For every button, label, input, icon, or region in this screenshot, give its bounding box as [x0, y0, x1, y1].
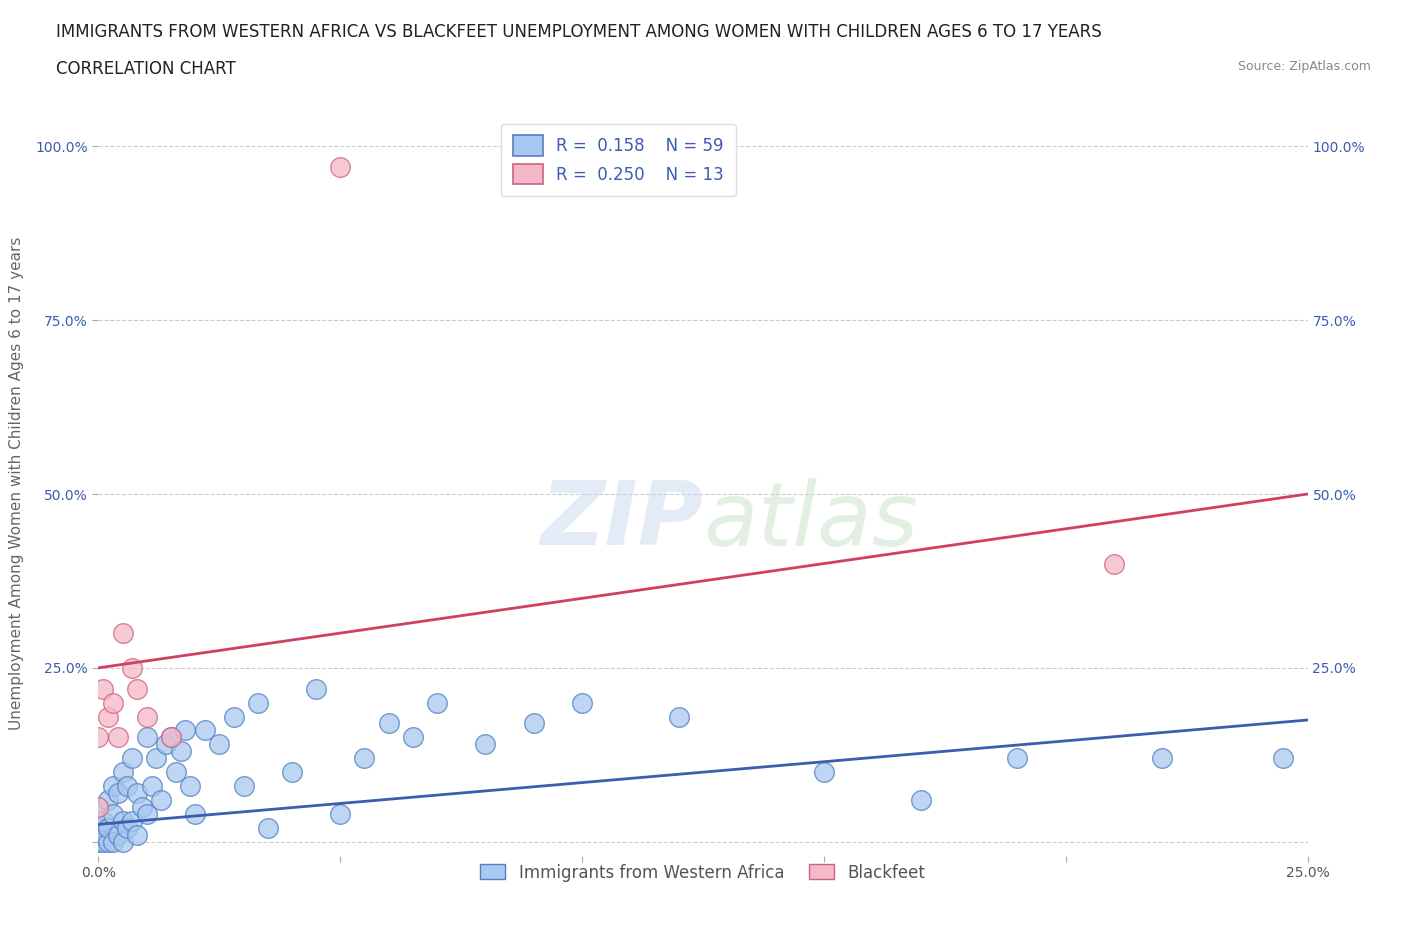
Point	[101, 778, 124, 793]
Point	[111, 764, 134, 779]
Point	[97, 709, 120, 724]
Point	[281, 764, 304, 779]
Point	[87, 730, 110, 745]
Text: atlas: atlas	[703, 478, 918, 564]
Point	[145, 751, 167, 765]
Point	[91, 814, 114, 829]
Point	[97, 834, 120, 849]
Y-axis label: Unemployment Among Women with Children Ages 6 to 17 years: Unemployment Among Women with Children A…	[10, 237, 24, 730]
Text: Source: ZipAtlas.com: Source: ZipAtlas.com	[1237, 60, 1371, 73]
Point	[127, 786, 149, 801]
Point	[174, 723, 197, 737]
Point	[111, 814, 134, 829]
Point	[523, 716, 546, 731]
Text: IMMIGRANTS FROM WESTERN AFRICA VS BLACKFEET UNEMPLOYMENT AMONG WOMEN WITH CHILDR: IMMIGRANTS FROM WESTERN AFRICA VS BLACKF…	[56, 23, 1102, 41]
Point	[184, 806, 207, 821]
Point	[353, 751, 375, 765]
Point	[160, 730, 183, 745]
Point	[247, 696, 270, 711]
Point	[910, 792, 932, 807]
Point	[101, 806, 124, 821]
Point	[208, 737, 231, 751]
Point	[232, 778, 254, 793]
Point	[377, 716, 399, 731]
Point	[571, 696, 593, 711]
Point	[256, 820, 278, 835]
Point	[1272, 751, 1295, 765]
Point	[111, 626, 134, 641]
Point	[329, 806, 352, 821]
Point	[194, 723, 217, 737]
Point	[1102, 556, 1125, 571]
Point	[97, 792, 120, 807]
Point	[91, 682, 114, 697]
Point	[426, 696, 449, 711]
Point	[107, 828, 129, 843]
Point	[155, 737, 177, 751]
Point	[1007, 751, 1029, 765]
Point	[121, 814, 143, 829]
Point	[111, 834, 134, 849]
Point	[87, 834, 110, 849]
Point	[87, 820, 110, 835]
Point	[127, 828, 149, 843]
Text: CORRELATION CHART: CORRELATION CHART	[56, 60, 236, 78]
Point	[160, 730, 183, 745]
Point	[135, 806, 157, 821]
Point	[101, 696, 124, 711]
Point	[121, 751, 143, 765]
Point	[305, 682, 328, 697]
Point	[135, 709, 157, 724]
Point	[150, 792, 173, 807]
Point	[87, 828, 110, 843]
Point	[329, 160, 352, 175]
Point	[127, 682, 149, 697]
Point	[131, 800, 153, 815]
Point	[1152, 751, 1174, 765]
Point	[813, 764, 835, 779]
Text: ZIP: ZIP	[540, 477, 703, 565]
Point	[402, 730, 425, 745]
Point	[474, 737, 496, 751]
Point	[87, 800, 110, 815]
Point	[117, 820, 139, 835]
Point	[141, 778, 163, 793]
Point	[101, 834, 124, 849]
Point	[107, 730, 129, 745]
Point	[91, 828, 114, 843]
Legend: Immigrants from Western Africa, Blackfeet: Immigrants from Western Africa, Blackfee…	[474, 857, 932, 888]
Point	[107, 786, 129, 801]
Point	[165, 764, 187, 779]
Point	[121, 660, 143, 675]
Point	[179, 778, 201, 793]
Point	[668, 709, 690, 724]
Point	[169, 744, 191, 759]
Point	[135, 730, 157, 745]
Point	[117, 778, 139, 793]
Point	[97, 820, 120, 835]
Point	[91, 834, 114, 849]
Point	[222, 709, 245, 724]
Point	[87, 800, 110, 815]
